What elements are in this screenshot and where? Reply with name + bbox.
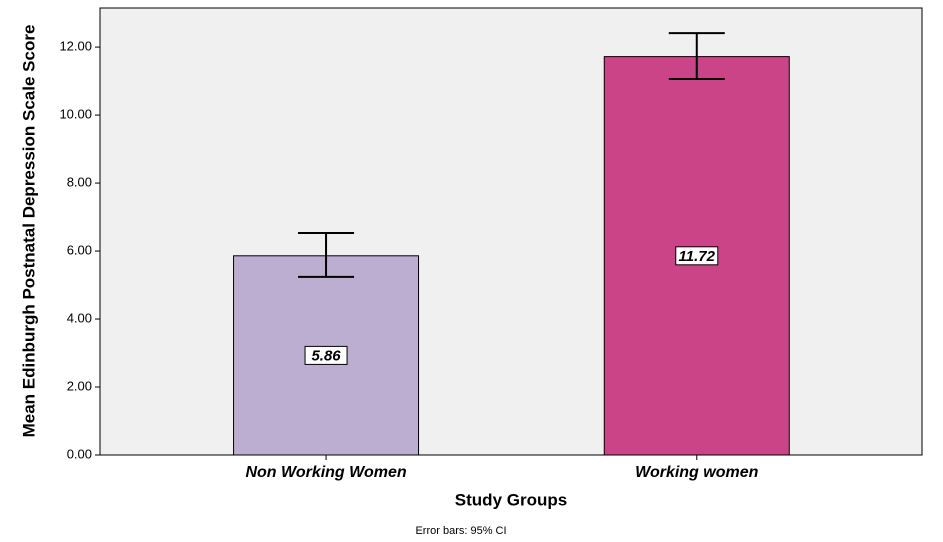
x-tick-label: Working women	[635, 464, 758, 481]
error-bar	[668, 32, 725, 81]
y-tick-label: 0.00	[67, 446, 92, 461]
y-tick-label: 12.00	[59, 39, 92, 54]
y-tick-label: 10.00	[59, 107, 92, 122]
value-label: 5.86	[311, 347, 341, 364]
y-tick-label: 8.00	[67, 174, 92, 189]
y-tick-label: 4.00	[67, 310, 92, 325]
x-axis-title: Study Groups	[455, 490, 567, 509]
value-label-box	[304, 345, 348, 365]
plot-area	[99, 7, 923, 456]
y-axis-title: Mean Edinburgh Postnatal Depression Scal…	[19, 25, 38, 438]
note: Error bars: 95% CI	[415, 525, 506, 537]
y-tick-label: 2.00	[67, 378, 92, 393]
x-tick-label: Non Working Women	[245, 464, 406, 481]
value-label: 11.72	[679, 248, 716, 265]
value-label-box	[675, 246, 719, 266]
error-bar	[298, 232, 355, 278]
y-tick-label: 6.00	[67, 242, 92, 257]
